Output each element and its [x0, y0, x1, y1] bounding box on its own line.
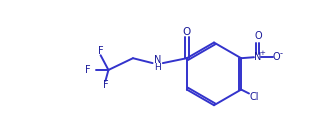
Text: Cl: Cl — [249, 92, 259, 102]
Text: -: - — [280, 49, 282, 58]
Text: O: O — [254, 31, 262, 41]
Text: F: F — [103, 80, 108, 90]
Text: F: F — [85, 65, 91, 75]
Text: F: F — [98, 46, 103, 56]
Text: +: + — [259, 50, 265, 56]
Text: N: N — [154, 55, 161, 65]
Text: N: N — [254, 52, 261, 62]
Text: H: H — [154, 63, 161, 72]
Text: O: O — [273, 52, 280, 62]
Text: O: O — [183, 27, 191, 37]
